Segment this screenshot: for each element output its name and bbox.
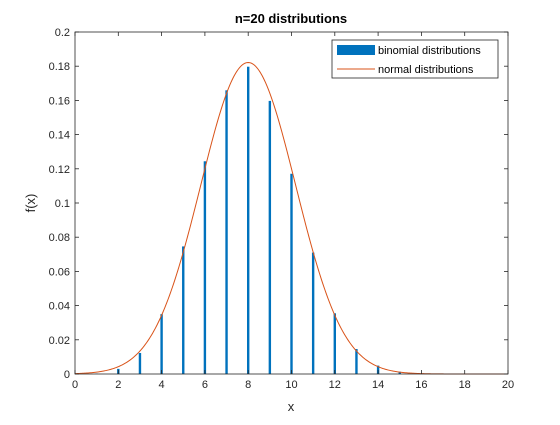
y-axis-label: f(x) [23, 194, 38, 213]
x-tick-label: 2 [115, 379, 121, 391]
y-tick-label: 0.1 [55, 198, 70, 210]
x-axis-label: x [288, 399, 295, 414]
bar-x6 [204, 161, 206, 374]
legend-label-normal: normal distributions [378, 64, 474, 76]
y-tick-label: 0.08 [49, 232, 70, 244]
bar-x9 [269, 101, 271, 374]
x-tick-label: 0 [72, 379, 78, 391]
y-tick-label: 0.16 [49, 95, 70, 107]
x-tick-label: 12 [329, 379, 341, 391]
y-tick-label: 0.14 [49, 130, 70, 142]
legend: binomial distributions normal distributi… [332, 40, 498, 78]
x-tick-label: 10 [285, 379, 297, 391]
x-tick-label: 6 [202, 379, 208, 391]
bar-x10 [290, 174, 292, 374]
y-tick-label: 0 [64, 369, 70, 381]
y-tick-label: 0.18 [49, 61, 70, 73]
legend-swatch-binomial [337, 45, 375, 55]
x-tick-label: 4 [159, 379, 165, 391]
bar-x7 [225, 90, 227, 374]
bar-x8 [247, 67, 249, 374]
bar-x12 [334, 313, 336, 374]
bar-x5 [182, 246, 184, 374]
y-tick-label: 0.02 [49, 335, 70, 347]
bar-x11 [312, 253, 314, 374]
bar-x4 [160, 314, 162, 374]
y-tick-label: 0.12 [49, 164, 70, 176]
x-tick-label: 18 [459, 379, 471, 391]
bar-x3 [139, 353, 141, 374]
x-tick-label: 20 [502, 379, 514, 391]
chart-title: n=20 distributions [235, 11, 347, 26]
bar-x13 [355, 349, 357, 374]
x-tick-label: 16 [415, 379, 427, 391]
x-tick-label: 14 [372, 379, 384, 391]
legend-label-binomial: binomial distributions [378, 45, 481, 57]
y-tick-label: 0.06 [49, 266, 70, 278]
x-tick-label: 8 [245, 379, 251, 391]
y-tick-label: 0.04 [49, 301, 70, 313]
y-tick-label: 0.2 [55, 27, 70, 39]
